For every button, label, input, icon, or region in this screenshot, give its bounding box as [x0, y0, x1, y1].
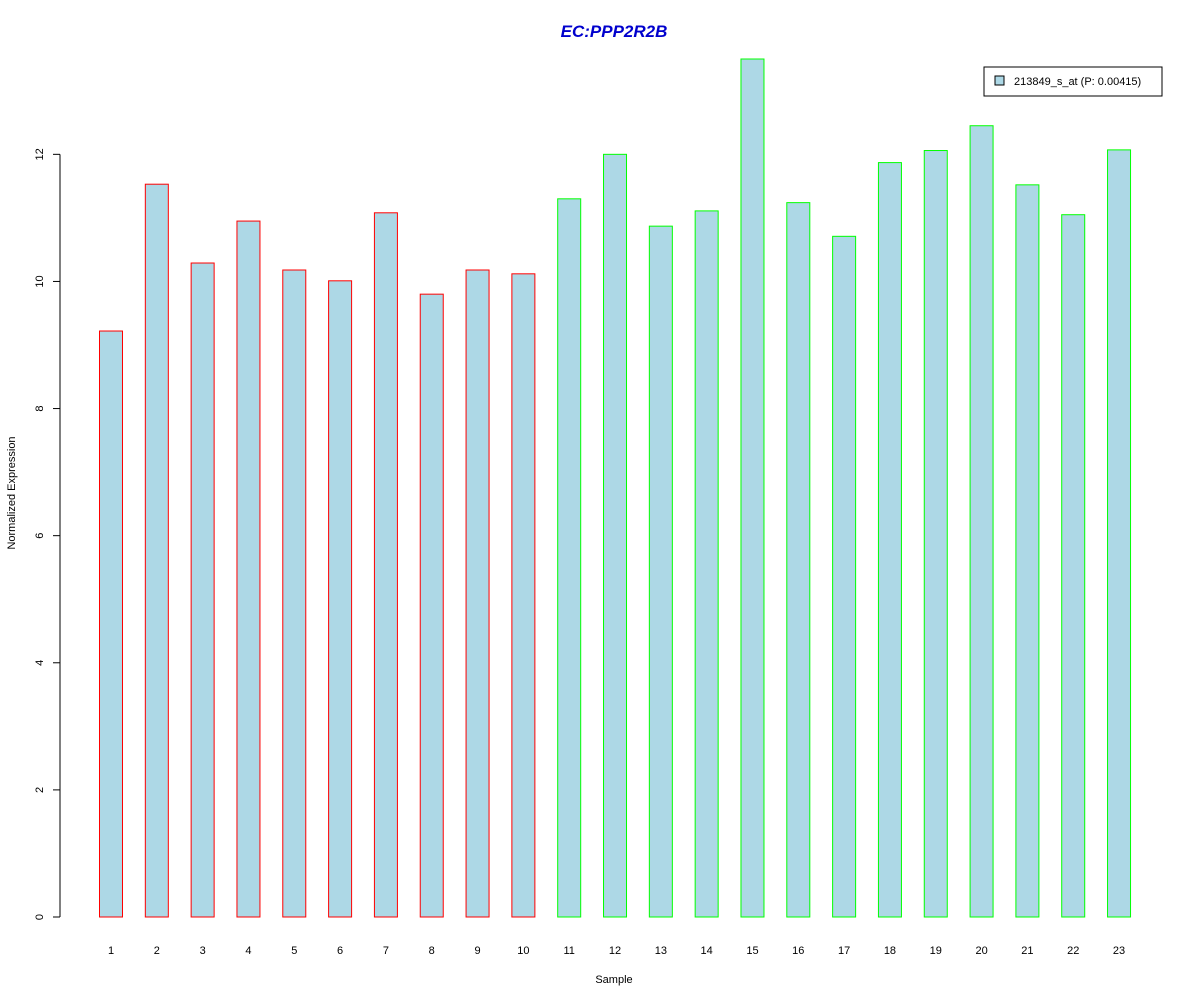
bar-sample-3: [190, 262, 215, 918]
y-tick-label: 10: [34, 275, 46, 287]
y-tick-label: 6: [34, 533, 46, 539]
x-tick-label: 2: [154, 945, 160, 957]
x-tick-label: 13: [655, 945, 667, 957]
bar-sample-7: [373, 212, 398, 918]
bar-sample-12: [603, 153, 628, 918]
x-tick-label: 10: [517, 945, 529, 957]
bar-sample-23: [1107, 149, 1132, 918]
y-tick-label: 0: [34, 914, 46, 920]
x-tick-label: 23: [1113, 945, 1125, 957]
y-axis-label: Normalized Expression: [6, 436, 18, 549]
y-tick-label: 4: [34, 660, 46, 666]
bar-sample-21: [1015, 184, 1040, 918]
legend-box: [983, 66, 1163, 97]
x-axis-label: Sample: [595, 974, 632, 986]
bar-sample-18: [877, 162, 902, 918]
x-tick-label: 11: [563, 945, 574, 957]
bar-sample-1: [99, 330, 123, 918]
x-tick-label: 17: [838, 945, 850, 957]
bar-sample-4: [236, 220, 261, 918]
x-tick-label: 4: [245, 945, 251, 957]
x-tick-label: 12: [609, 945, 621, 957]
bar-sample-2: [144, 183, 169, 918]
bar-sample-10: [511, 273, 536, 918]
x-tick-label: 18: [884, 945, 896, 957]
y-tick-label: 12: [34, 148, 46, 160]
legend-label: 213849_s_at (P: 0.00415): [1014, 76, 1141, 88]
x-tick-label: 19: [930, 945, 942, 957]
x-tick-label: 21: [1021, 945, 1033, 957]
legend-swatch: [994, 75, 1005, 86]
bar-sample-9: [465, 269, 490, 918]
y-tick-label: 8: [34, 405, 46, 411]
bar-sample-5: [282, 269, 307, 918]
bar-sample-14: [694, 210, 719, 918]
y-axis: 0 2 4 6 8 10 12: [34, 148, 61, 920]
bar-sample-16: [786, 202, 811, 918]
bars-group: [99, 58, 1132, 918]
bar-sample-11: [557, 198, 582, 918]
x-tick-label: 7: [383, 945, 389, 957]
x-tick-label: 14: [701, 945, 713, 957]
bar-sample-19: [923, 150, 948, 918]
x-tick-labels: 1 2 3 4 5 6 7 8 9 10 11 12 13 14 15 16 17 18 19 20 21 22 23: [108, 945, 1125, 957]
chart-title: EC:PPP2R2B: [561, 22, 668, 41]
x-tick-label: 9: [474, 945, 480, 957]
bar-sample-20: [969, 125, 994, 918]
legend: 213849_s_at (P: 0.00415): [983, 66, 1163, 97]
x-tick-label: 8: [429, 945, 435, 957]
x-tick-label: 20: [975, 945, 987, 957]
x-tick-label: 6: [337, 945, 343, 957]
bar-sample-6: [328, 280, 353, 918]
x-tick-label: 15: [746, 945, 758, 957]
bar-sample-13: [648, 225, 673, 918]
bar-sample-22: [1061, 214, 1086, 918]
x-tick-label: 5: [291, 945, 297, 957]
x-tick-label: 22: [1067, 945, 1079, 957]
x-tick-label: 3: [200, 945, 206, 957]
y-tick-label: 2: [34, 787, 46, 793]
bar-sample-15: [740, 58, 765, 918]
x-tick-label: 1: [108, 945, 114, 957]
x-tick-label: 16: [792, 945, 804, 957]
bar-sample-17: [832, 235, 857, 918]
bar-sample-8: [419, 293, 444, 918]
